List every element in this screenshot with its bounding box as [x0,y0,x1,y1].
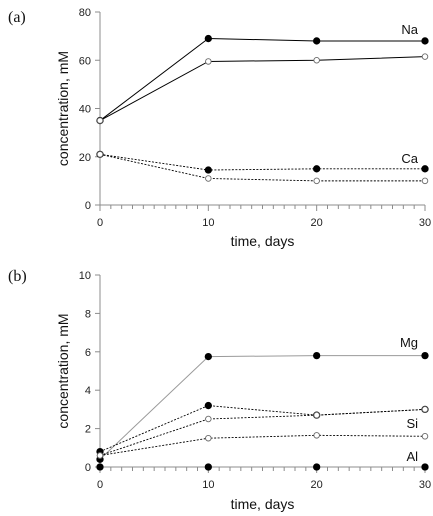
series-2-point [313,411,320,419]
x-tick-label: 30 [419,479,431,491]
series-2-line [99,153,425,171]
series-1-point [313,57,320,64]
series-0-point [421,351,429,360]
panel-b-y-axis-title: concentration, mM [55,313,71,428]
panel-b-chart: (b) time, days concentration, mM 0 2 4 6 8 10… [8,268,431,512]
series-1-point [205,58,212,65]
series-label-ca: Ca [401,151,418,166]
series-4-point [96,463,104,471]
panel-b-x-axis-title: time, days [231,496,295,512]
series-0-line [99,38,425,121]
series-0-line [99,355,425,460]
series-3-point [96,452,104,459]
y-tick-label: 20 [79,152,91,164]
panel-a-label: (a) [8,9,26,26]
series-4-point [204,463,212,471]
series-4-point [313,463,321,471]
series-3-point [313,432,320,439]
series-0-point [204,34,212,43]
y-tick-label: 80 [79,7,91,19]
series-2-line [99,408,426,456]
series-2-point [205,415,212,423]
panel-b-label: (b) [8,268,27,285]
y-tick-label: 60 [79,55,91,67]
y-tick-label: 2 [85,424,91,436]
series-0-point [313,37,321,45]
x-tick-label: 10 [202,217,214,229]
x-tick-label: 0 [97,479,103,491]
y-tick-label: 10 [79,270,91,282]
y-tick-label: 0 [85,462,91,474]
series-1-point [96,117,104,124]
y-tick-label: 4 [85,385,91,397]
series-3-point [205,434,212,442]
y-tick-label: 40 [79,104,91,116]
series-0-point [421,37,429,45]
series-3-point [205,175,212,182]
series-label-si: Si [406,416,418,431]
series-3-line [99,153,425,182]
y-tick-label: 6 [85,347,91,359]
series-2-point [421,406,429,413]
panel-a-chart: (a) time, days concentration, mM 0 20 40 60… [8,7,431,249]
series-3-point [421,433,429,440]
y-tick-label: 0 [85,200,91,212]
y-tick-label: 8 [85,308,91,320]
series-label-mg: Mg [400,335,418,350]
series-2-point [313,165,321,173]
series-2-point [204,166,212,174]
panel-a-y-axis-title: concentration, mM [55,51,71,166]
x-tick-label: 10 [202,479,214,491]
series-3-point [421,177,429,185]
series-1-point [421,53,429,60]
series-0-point [313,351,321,360]
series-2-point [421,165,429,173]
series-1-line [99,56,426,122]
series-3-line [99,434,426,456]
x-tick-label: 20 [311,217,323,229]
series-3-point [313,177,320,185]
series-1-point [204,401,212,410]
series-label-al: Al [406,449,418,464]
series-4-point [421,463,429,471]
series-label-na: Na [401,22,418,37]
x-tick-label: 0 [97,217,103,229]
x-tick-label: 20 [311,479,323,491]
panel-a-x-axis-title: time, days [231,233,295,249]
series-3-point [96,151,104,158]
x-tick-label: 30 [419,217,431,229]
series-0-point [204,352,212,361]
